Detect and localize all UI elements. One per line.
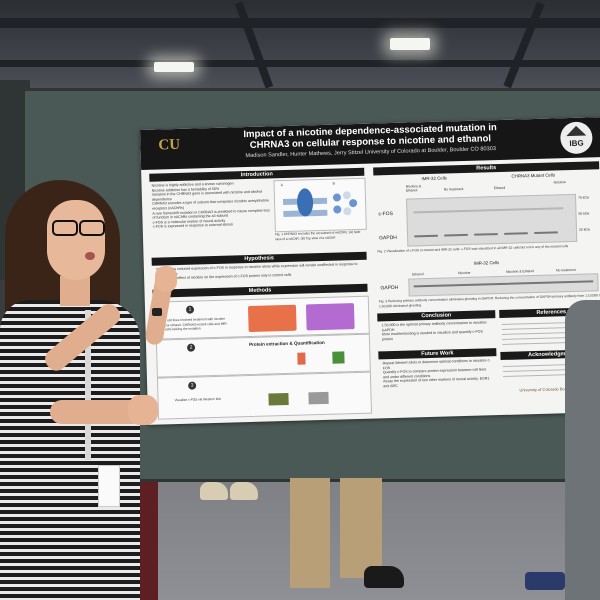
col-header: Ethanol xyxy=(412,272,424,277)
imr32-label: IMR-32 Cells xyxy=(421,175,447,182)
tube-icon xyxy=(297,352,306,365)
ceiling-beam xyxy=(0,60,600,67)
glasses-icon xyxy=(50,220,106,236)
col-header: No treatment xyxy=(443,186,464,192)
lanyard xyxy=(85,310,91,460)
row-label-cfos: c-FOS xyxy=(378,210,393,218)
ibg-logo: IBG xyxy=(559,121,593,155)
col-header: Nicotine & Ethanol xyxy=(405,184,422,193)
mountain-icon xyxy=(566,125,587,137)
row-label-gapdh-2: GAPDH xyxy=(380,284,399,292)
col-header: Nicotine & Ethanol xyxy=(506,269,535,274)
western-blot-fig2 xyxy=(406,193,578,247)
well-plate-purple xyxy=(305,303,355,331)
marker-25: 25 kDa xyxy=(578,227,590,232)
well-plate-orange xyxy=(247,304,297,333)
marker-75: 75 kDa xyxy=(578,195,589,200)
row-label-gapdh: GAPDH xyxy=(379,234,397,242)
methods-step-3: 3 Visualize c-FOS via Western blot xyxy=(156,371,373,420)
plate-reader-icon xyxy=(332,351,345,364)
presenter-lower-hand xyxy=(128,395,158,425)
imr32-label-2: IMR-32 Cells xyxy=(473,260,500,266)
presenter xyxy=(0,180,177,600)
hypothesis-text: There will be reduced expression of c-FO… xyxy=(156,261,358,281)
figure-1-caption: Fig. 1 CHRNA3 encodes the a3 subunit of … xyxy=(274,229,361,241)
figure-1-nachr: A B xyxy=(273,177,367,233)
name-badge xyxy=(98,465,120,507)
ceiling-light xyxy=(390,38,430,50)
presenter-raised-hand xyxy=(155,266,177,292)
blot-icon xyxy=(268,392,289,406)
imager-icon xyxy=(308,391,329,405)
col-header: No treatment xyxy=(556,267,576,273)
ceiling-beam xyxy=(0,18,600,28)
cu-logo: CU xyxy=(158,136,181,154)
presenter-mouth xyxy=(85,252,95,260)
nachr-diagram xyxy=(282,188,358,218)
col-header: Nicotine xyxy=(458,270,471,276)
mutant-label: CHRNA3 Mutant Cells xyxy=(511,172,556,179)
visitor-legs xyxy=(290,478,404,600)
presenter-face xyxy=(47,200,105,280)
methods-step-1: 1 Test cell lines received treatment wit… xyxy=(154,295,370,340)
col-header: Nicotine xyxy=(553,180,566,185)
watch-icon xyxy=(152,308,162,316)
ceiling-light xyxy=(154,62,194,72)
research-poster: CU Impact of a nicotine dependence-assoc… xyxy=(140,117,600,425)
methods-step-2: 2 Protein extraction & Quantification xyxy=(155,333,371,378)
background-shoes xyxy=(200,482,260,504)
floor-bag xyxy=(525,572,565,590)
visitor-right-edge xyxy=(565,300,600,600)
section-results: Results xyxy=(373,161,600,176)
marker-50: 50 kDa xyxy=(578,211,590,216)
shoe xyxy=(364,566,404,588)
future-work-text: Repeat Western blots to determine optima… xyxy=(382,358,491,389)
col-header: Ethanol xyxy=(493,185,506,191)
conclusion-text: 1:50,000 is the optimal primary antibody… xyxy=(381,320,487,342)
